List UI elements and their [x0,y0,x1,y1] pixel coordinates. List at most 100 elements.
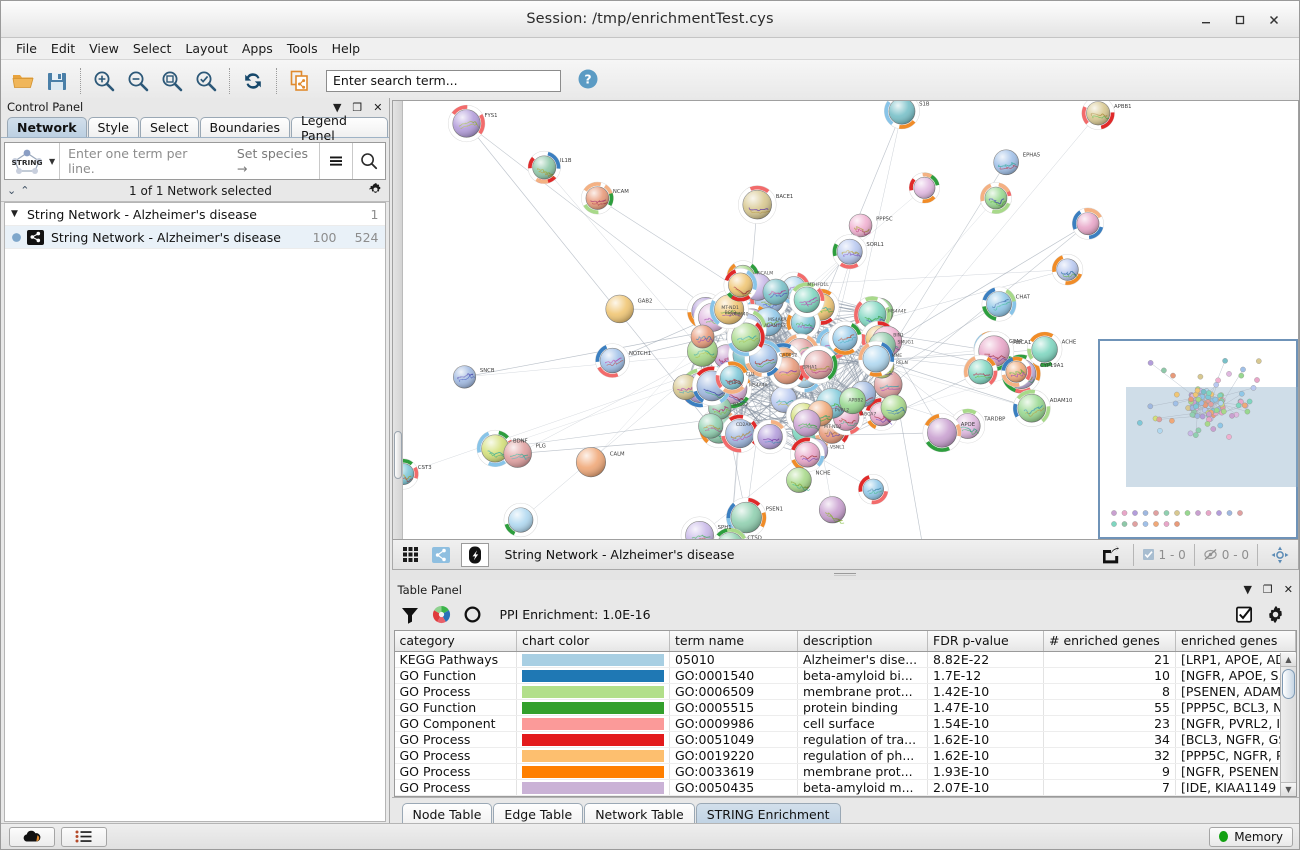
column-header-term-name[interactable]: term name [669,630,798,653]
tab-boundaries[interactable]: Boundaries [199,117,290,137]
network-status-dot-icon [11,232,27,243]
color-wheel-icon[interactable] [432,605,451,624]
table-row[interactable]: GO Process GO:0033619 membrane prot... 1.93… [394,763,1296,781]
table-row[interactable]: GO Process GO:0050435 beta-amyloid m... 2.0… [394,779,1296,797]
svg-text:SNCB: SNCB [479,368,494,374]
table-row[interactable]: GO Function GO:0001540 beta-amyloid bi... 1… [394,667,1296,685]
table-row[interactable]: KEGG Pathways 05010 Alzheimer's dise... 8.8… [394,651,1296,669]
memory-button[interactable]: Memory [1209,826,1293,847]
enrichment-table-container[interactable]: category chart color term name descripti… [393,629,1297,798]
tab-network-table[interactable]: Network Table [584,803,695,826]
string-logo-icon[interactable]: STRING [5,143,49,179]
table-row[interactable]: GO Component GO:0009986 cell surface 1.54E-… [394,715,1296,733]
export-icon[interactable] [1097,542,1125,568]
tree-expand-caret-icon[interactable]: ▼ [11,209,18,219]
selected-nodes-indicator[interactable]: 1 - 0 [1142,548,1186,562]
menu-view[interactable]: View [89,41,119,56]
search-input[interactable]: Enter search term... [326,69,561,92]
menu-layout[interactable]: Layout [185,41,228,56]
menu-file[interactable]: File [16,41,37,56]
menu-tools[interactable]: Tools [286,41,318,56]
column-header-enriched-count[interactable]: # enriched genes [1043,630,1176,653]
string-term-input[interactable]: Enter one term per line. Set species → [59,143,318,179]
table-vertical-scrollbar[interactable]: ▲ ▼ [1280,652,1296,797]
column-header-enriched-genes[interactable]: enriched genes [1175,630,1296,653]
control-panel-float-icon[interactable]: ❐ [352,100,363,114]
table-row[interactable]: GO Process GO:0019220 regulation of ph... 1… [394,747,1296,765]
cell-enriched-count: 55 [1043,699,1176,717]
table-panel-collapse-icon[interactable]: ▼ [1243,583,1252,597]
tab-node-table[interactable]: Node Table [401,803,493,826]
title-bar: Session: /tmp/enrichmentTest.cys [1,1,1299,38]
minimize-icon[interactable] [1197,11,1215,29]
tab-edge-table[interactable]: Edge Table [493,803,584,826]
menu-help[interactable]: Help [331,41,361,56]
table-scrollbar-thumb[interactable] [1282,668,1295,699]
column-header-description[interactable]: description [797,630,928,653]
save-icon[interactable] [41,65,73,97]
filter-funnel-icon[interactable] [400,605,420,625]
open-folder-icon[interactable] [7,65,39,97]
zoom-in-icon[interactable] [88,65,120,97]
table-row[interactable]: GO Process GO:0051049 regulation of tra...… [394,731,1296,749]
control-panel-collapse-icon[interactable]: ▼ [332,100,342,114]
network-vertical-scrollbar[interactable] [392,101,403,539]
set-species-link[interactable]: Set species → [236,146,309,176]
cell-chart-color [516,747,670,765]
annotation-icon[interactable] [460,542,489,567]
birdseye-overview[interactable] [1098,338,1299,539]
donut-ring-icon[interactable] [463,605,482,624]
tab-network[interactable]: Network [7,117,87,137]
column-header-chart-color[interactable]: chart color [516,630,670,653]
cloud-icon[interactable] [9,826,55,847]
string-search-icon[interactable] [351,143,385,179]
tab-legend-panel[interactable]: Legend Panel [290,113,388,143]
tree-network-label: String Network - Alzheimer's disease [51,229,281,245]
table-row[interactable]: GO Function GO:0005515 protein binding 1.47… [394,699,1296,717]
expand-all-icon[interactable]: ⌄ [7,184,17,197]
network-view[interactable]: MT-ND2 MT-ND1 VSNL1 CD2AP BCL3 MS4A4A MS4A6A MS… [391,100,1299,540]
tab-style[interactable]: Style [87,117,139,137]
string-options-icon[interactable] [318,143,352,179]
menu-edit[interactable]: Edit [50,41,76,56]
column-header-category[interactable]: category [394,630,517,653]
table-row[interactable]: GO Process GO:0006509 membrane prot... 1.42… [394,683,1296,701]
scroll-up-arrow-icon[interactable]: ▲ [1281,652,1296,667]
refresh-icon[interactable] [237,65,269,97]
status-separator-3 [1257,543,1258,566]
navigator-icon[interactable] [1266,542,1294,568]
table-settings-gear-icon[interactable] [1266,605,1285,624]
tree-group-row[interactable]: ▼ String Network - Alzheimer's disease 1 [5,203,385,226]
network-scrollbar-thumb[interactable] [393,431,402,479]
grid-layout-icon[interactable] [397,542,425,568]
tab-select[interactable]: Select [139,117,199,137]
horizontal-splitter[interactable] [389,570,1299,580]
table-panel-float-icon[interactable]: ❐ [1262,583,1273,597]
zoom-out-icon[interactable] [122,65,154,97]
tree-group-label: String Network - Alzheimer's disease [27,206,257,222]
tree-network-row[interactable]: String Network - Alzheimer's disease 100… [5,226,385,249]
network-tree: ▼ String Network - Alzheimer's disease 1 [4,202,386,822]
list-icon[interactable] [61,826,107,847]
zoom-selected-icon[interactable] [190,65,222,97]
close-icon[interactable] [1265,11,1283,29]
network-share-view-icon[interactable] [427,542,455,568]
collapse-all-icon[interactable]: ⌃ [20,184,30,197]
menu-select[interactable]: Select [132,41,172,56]
hidden-nodes-indicator[interactable]: 0 - 0 [1203,548,1249,562]
share-network-icon[interactable] [284,65,316,97]
network-settings-gear-icon[interactable] [368,182,383,200]
control-panel-close-icon[interactable]: ✕ [373,100,383,114]
tab-string-enrichment[interactable]: STRING Enrichment [695,803,841,826]
zoom-fit-icon[interactable] [156,65,188,97]
menu-apps[interactable]: Apps [241,41,273,56]
table-panel-close-icon[interactable]: ✕ [1283,583,1293,597]
column-header-fdr-pvalue[interactable]: FDR p-value [927,630,1044,653]
string-dropdown-caret-icon[interactable]: ▼ [49,156,56,166]
checkbox-checked-icon[interactable] [1235,605,1254,624]
svg-text:GAB2: GAB2 [637,299,652,305]
control-panel-header: Control Panel ▼ ❐ ✕ [1,98,389,116]
scroll-down-arrow-icon[interactable]: ▼ [1281,782,1296,797]
maximize-icon[interactable] [1231,11,1249,29]
help-icon[interactable]: ? [577,68,599,93]
